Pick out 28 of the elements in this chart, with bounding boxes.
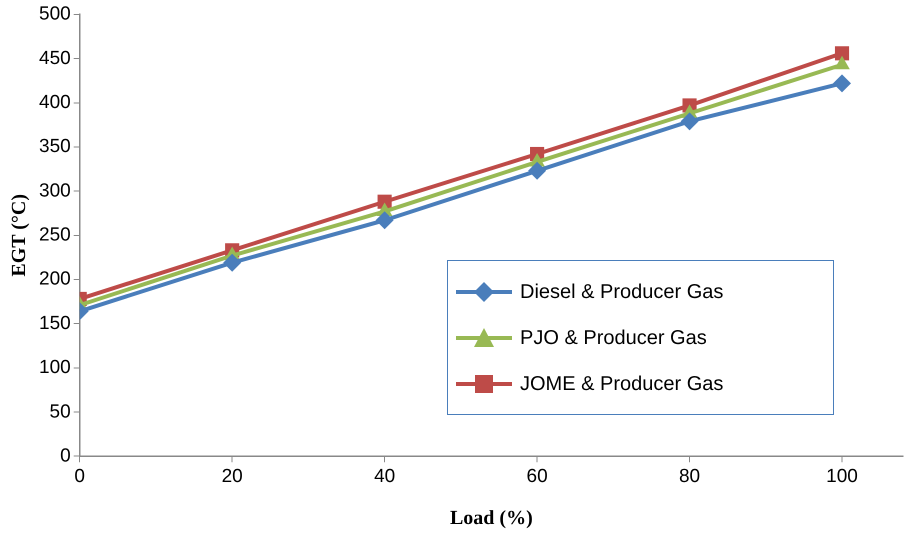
y-tick-label: 150 bbox=[39, 312, 71, 334]
y-tick-label: 500 bbox=[39, 4, 71, 25]
point bbox=[834, 46, 850, 60]
y-tick-label: 300 bbox=[39, 180, 71, 202]
x-tick-label: 40 bbox=[374, 466, 396, 487]
legend-label: JOME & Producer Gas bbox=[520, 372, 724, 396]
legend-label: Diesel & Producer Gas bbox=[520, 280, 724, 304]
y-tick-label: 100 bbox=[39, 357, 71, 378]
x-tick-label: 0 bbox=[74, 466, 85, 487]
point bbox=[680, 112, 699, 130]
x-tick-label: 80 bbox=[678, 466, 700, 487]
y-tick-label: 50 bbox=[50, 401, 71, 422]
point bbox=[376, 211, 394, 230]
point bbox=[223, 254, 242, 272]
y-tick-label: 0 bbox=[60, 445, 71, 466]
x-tick-label: 20 bbox=[222, 466, 243, 487]
x-tick-label: 100 bbox=[826, 466, 858, 487]
point bbox=[833, 74, 852, 92]
point bbox=[528, 162, 546, 180]
y-tick-label: 200 bbox=[39, 268, 71, 290]
y-tick-label: 450 bbox=[39, 48, 71, 69]
legend-label: PJO & Producer Gas bbox=[520, 326, 707, 350]
y-tick-label: 250 bbox=[39, 224, 71, 246]
y-axis-title: EGT (°C) bbox=[8, 194, 30, 277]
x-tick-label: 60 bbox=[526, 466, 548, 487]
y-tick-label: 400 bbox=[39, 92, 71, 113]
x-axis-title: Load (%) bbox=[450, 507, 533, 530]
y-tick-label: 350 bbox=[39, 136, 71, 158]
